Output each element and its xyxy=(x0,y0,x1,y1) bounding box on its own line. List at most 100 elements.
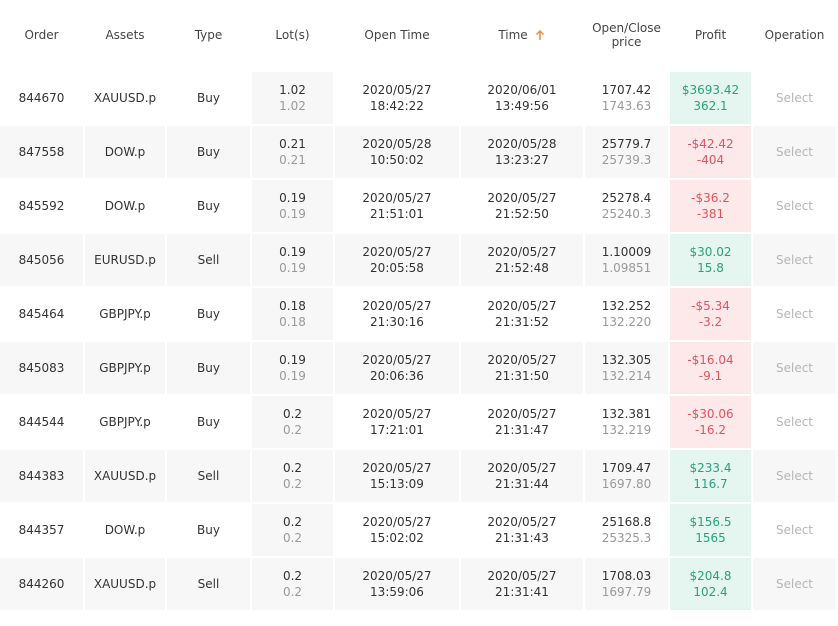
select-button: Select xyxy=(775,523,814,537)
asset-cell: GBPJPY.p xyxy=(85,396,167,450)
open-price: 25779.7 xyxy=(601,137,652,151)
open-time: 2020/05/27 13:59:06 xyxy=(362,569,432,599)
price-cell: 25168.8 25325.3 xyxy=(585,504,670,558)
operation-cell[interactable]: Select xyxy=(753,72,838,126)
close-time: 2020/05/28 13:23:27 xyxy=(487,137,557,167)
open-time-cell: 2020/05/27 13:59:06 xyxy=(335,558,461,612)
trade-type: Sell xyxy=(197,469,220,483)
profit-points: -404 xyxy=(696,153,725,167)
trade-type: Buy xyxy=(197,361,220,375)
type-cell: Buy xyxy=(167,72,252,126)
lot-sub: 0.19 xyxy=(279,369,306,383)
close-price: 132.214 xyxy=(601,369,652,383)
profit-amount: -$42.42 xyxy=(687,137,734,151)
header-cell: Type xyxy=(167,0,252,72)
time-cell: 2020/05/27 21:31:43 xyxy=(461,504,585,558)
asset-cell: GBPJPY.p xyxy=(85,288,167,342)
order-cell: 847558 xyxy=(0,126,85,180)
order-id: 845592 xyxy=(18,199,65,213)
asset: XAUUSD.p xyxy=(93,577,157,591)
operation-cell[interactable]: Select xyxy=(753,234,838,288)
lot: 0.19 xyxy=(279,191,306,205)
close-time: 2020/06/01 13:49:56 xyxy=(487,83,557,113)
time-cell: 2020/05/27 21:52:50 xyxy=(461,180,585,234)
time-cell: 2020/05/27 21:31:41 xyxy=(461,558,585,612)
asset: GBPJPY.p xyxy=(99,307,151,321)
time-cell: 2020/06/01 13:49:56 xyxy=(461,72,585,126)
profit-cell: $204.8 102.4 xyxy=(670,558,753,612)
type-cell: Buy xyxy=(167,396,252,450)
open-price: 25168.8 xyxy=(601,515,652,529)
select-button: Select xyxy=(775,469,814,483)
price-cell: 1.10009 1.09851 xyxy=(585,234,670,288)
close-time: 2020/05/27 21:31:43 xyxy=(487,515,557,545)
close-price: 1743.63 xyxy=(601,99,652,113)
header-cell[interactable]: Time xyxy=(461,0,585,72)
open-time: 2020/05/27 20:06:36 xyxy=(362,353,432,383)
trade-type: Buy xyxy=(197,415,220,429)
order-id: 847558 xyxy=(18,145,65,159)
order-cell: 844544 xyxy=(0,396,85,450)
lots-cell: 1.02 1.02 xyxy=(252,72,335,126)
order-id: 844544 xyxy=(18,415,65,429)
order-cell: 845592 xyxy=(0,180,85,234)
asset: GBPJPY.p xyxy=(99,361,151,375)
profit-cell: -$16.04 -9.1 xyxy=(670,342,753,396)
operation-cell[interactable]: Select xyxy=(753,126,838,180)
trade-type: Sell xyxy=(197,253,220,267)
asset: DOW.p xyxy=(104,199,146,213)
header-cell: Lot(s) xyxy=(252,0,335,72)
order-cell: 844357 xyxy=(0,504,85,558)
header-label: Order xyxy=(24,28,59,42)
operation-cell[interactable]: Select xyxy=(753,288,838,342)
profit-points: -381 xyxy=(696,207,725,221)
type-cell: Buy xyxy=(167,288,252,342)
close-price: 25739.3 xyxy=(601,153,652,167)
operation-cell[interactable]: Select xyxy=(753,396,838,450)
header-label: Time xyxy=(498,28,528,42)
open-time: 2020/05/27 18:42:22 xyxy=(362,83,432,113)
header-cell: Operation xyxy=(753,0,838,72)
sort-arrow[interactable] xyxy=(534,29,546,41)
operation-cell[interactable]: Select xyxy=(753,504,838,558)
trade-type: Buy xyxy=(197,91,220,105)
lot-sub: 1.02 xyxy=(279,99,306,113)
open-time: 2020/05/27 15:13:09 xyxy=(362,461,432,491)
asset: GBPJPY.p xyxy=(99,415,151,429)
order-cell: 844383 xyxy=(0,450,85,504)
select-button: Select xyxy=(775,361,814,375)
lot-sub: 0.2 xyxy=(282,477,303,491)
select-button: Select xyxy=(775,91,814,105)
lots-cell: 0.19 0.19 xyxy=(252,180,335,234)
price-cell: 1707.42 1743.63 xyxy=(585,72,670,126)
close-time: 2020/05/27 21:31:50 xyxy=(487,353,557,383)
operation-cell[interactable]: Select xyxy=(753,558,838,612)
profit-cell: -$5.34 -3.2 xyxy=(670,288,753,342)
asset-cell: XAUUSD.p xyxy=(85,450,167,504)
price-cell: 132.305 132.214 xyxy=(585,342,670,396)
operation-cell[interactable]: Select xyxy=(753,342,838,396)
asset: DOW.p xyxy=(104,523,146,537)
open-time-cell: 2020/05/27 17:21:01 xyxy=(335,396,461,450)
price-cell: 1709.47 1697.80 xyxy=(585,450,670,504)
profit-amount: $156.5 xyxy=(689,515,732,529)
order-id: 845083 xyxy=(18,361,65,375)
type-cell: Buy xyxy=(167,504,252,558)
header-cell: Open/Close price xyxy=(585,0,670,72)
lots-cell: 0.21 0.21 xyxy=(252,126,335,180)
profit-amount: $30.02 xyxy=(689,245,732,259)
asset-cell: DOW.p xyxy=(85,126,167,180)
operation-cell[interactable]: Select xyxy=(753,450,838,504)
profit-cell: $30.02 15.8 xyxy=(670,234,753,288)
header-cell: Open Time xyxy=(335,0,461,72)
lots-cell: 0.18 0.18 xyxy=(252,288,335,342)
close-price: 132.219 xyxy=(601,423,652,437)
time-cell: 2020/05/27 21:31:50 xyxy=(461,342,585,396)
open-time-cell: 2020/05/27 21:51:01 xyxy=(335,180,461,234)
select-button: Select xyxy=(775,145,814,159)
lot: 0.2 xyxy=(282,569,303,583)
open-price: 1.10009 xyxy=(601,245,652,259)
price-cell: 25779.7 25739.3 xyxy=(585,126,670,180)
operation-cell[interactable]: Select xyxy=(753,180,838,234)
